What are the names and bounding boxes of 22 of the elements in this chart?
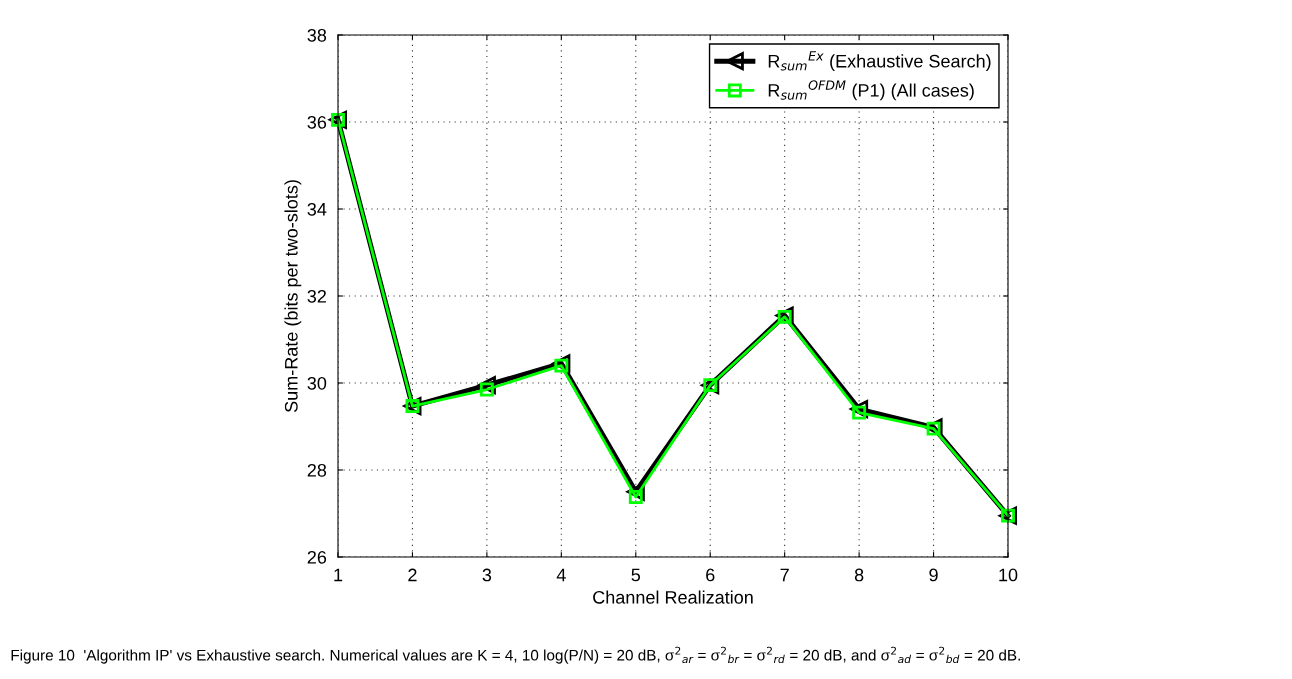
y-axis-title: Sum-Rate (bits per two-slots) [284, 180, 302, 413]
x-tick-label: 1 [334, 568, 343, 582]
legend-label: R$_{sum}$$^{OFDM}$ (P1) (All cases) [768, 80, 974, 101]
y-tick-label: 28 [307, 463, 327, 477]
x-axis-title: Channel Realization [593, 590, 753, 604]
x-tick-label: 8 [854, 568, 864, 582]
x-tick-label: 5 [631, 568, 641, 582]
x-tick-label: 3 [482, 568, 492, 582]
y-tick-label: 30 [307, 376, 327, 390]
y-tick-label: 34 [307, 202, 327, 216]
y-tick-label: 26 [307, 550, 327, 564]
x-tick-label: 2 [408, 568, 417, 582]
x-tick-label: 6 [706, 568, 715, 582]
x-tick-label: 9 [929, 568, 938, 582]
x-tick-label: 4 [556, 568, 566, 582]
text: Figure 10 'Algorithm IP' vs Exhaustive search. Numerical values are K = 4, 10 log(P/N) = 20 dB, σ$^{2}$$_{ar}$ = σ$^{2}$$_{br}$ = σ$^{2}$$_{rd}$ = 20 dB, and σ$^{2}$$_{ad}$ = σ$^{2}$$_{bd}$ = 20 dB. [11, 646, 1020, 664]
y-tick-label: 38 [307, 28, 327, 42]
legend-label: R$_{sum}$$^{Ex}$ (Exhaustive Search) [768, 51, 991, 72]
y-tick-label: 36 [307, 115, 327, 129]
y-tick-label: 32 [307, 289, 326, 303]
x-tick-label: 10 [999, 568, 1018, 582]
x-tick-label: 7 [780, 568, 789, 582]
